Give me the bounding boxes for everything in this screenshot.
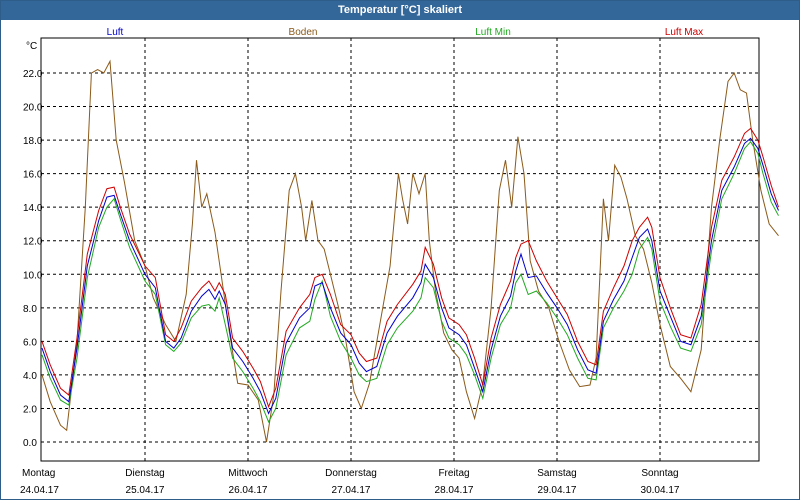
x-tick-date-label: 24.04.17: [20, 485, 59, 496]
x-tick-date-label: 28.04.17: [435, 485, 474, 496]
series-line-luft-min: [41, 140, 779, 424]
chart-title: Temperatur [°C] skaliert: [1, 1, 799, 20]
y-tick-label: 0.0: [23, 438, 37, 449]
series-line-luft: [41, 137, 779, 415]
x-tick-date-label: 26.04.17: [229, 485, 268, 496]
legend-entry: Luft: [107, 27, 124, 38]
temperature-chart: Luft Boden Luft Min Luft Max °C 22.0 20.0 18.…: [20, 27, 779, 496]
y-tick-label: 4.0: [23, 371, 37, 382]
x-tick-date-label: 25.04.17: [126, 485, 165, 496]
legend-entry: Boden: [289, 27, 318, 38]
grid-lines: [41, 38, 759, 461]
series-line-luft-max: [41, 127, 779, 409]
y-tick-label: 16.0: [23, 170, 43, 181]
x-axis-ticks: Montag 24.04.17 Dienstag 25.04.17 Mittwoch 26…: [20, 468, 680, 496]
series-lines: [41, 59, 779, 443]
y-axis-unit-label: °C: [26, 41, 37, 52]
y-tick-label: 14.0: [23, 203, 43, 214]
y-tick-label: 18.0: [23, 136, 43, 147]
legend: Luft Boden Luft Min Luft Max: [107, 27, 704, 38]
x-tick-day-label: Samstag: [537, 468, 576, 479]
y-tick-label: 8.0: [23, 304, 37, 315]
y-tick-label: 6.0: [23, 337, 37, 348]
x-tick-day-label: Sonntag: [641, 468, 678, 479]
y-tick-label: 20.0: [23, 103, 43, 114]
x-tick-day-label: Mittwoch: [228, 468, 267, 479]
y-tick-label: 2.0: [23, 404, 37, 415]
x-tick-date-label: 30.04.17: [641, 485, 680, 496]
legend-entry: Luft Min: [475, 27, 511, 38]
y-tick-label: 10.0: [23, 270, 43, 281]
x-tick-day-label: Montag: [22, 468, 55, 479]
legend-entry: Luft Max: [665, 27, 703, 38]
x-tick-date-label: 27.04.17: [332, 485, 371, 496]
x-tick-date-label: 29.04.17: [538, 485, 577, 496]
y-axis-ticks: 22.0 20.0 18.0 16.0 14.0 12.0 10.0 8.0 6.0 4.0 2.0…: [23, 69, 43, 449]
y-tick-label: 12.0: [23, 237, 43, 248]
plot-area: [40, 37, 760, 462]
y-tick-label: 22.0: [23, 69, 43, 80]
x-tick-day-label: Freitag: [438, 468, 469, 479]
x-tick-day-label: Donnerstag: [325, 468, 377, 479]
series-line-boden: [41, 59, 779, 443]
x-tick-day-label: Dienstag: [125, 468, 164, 479]
